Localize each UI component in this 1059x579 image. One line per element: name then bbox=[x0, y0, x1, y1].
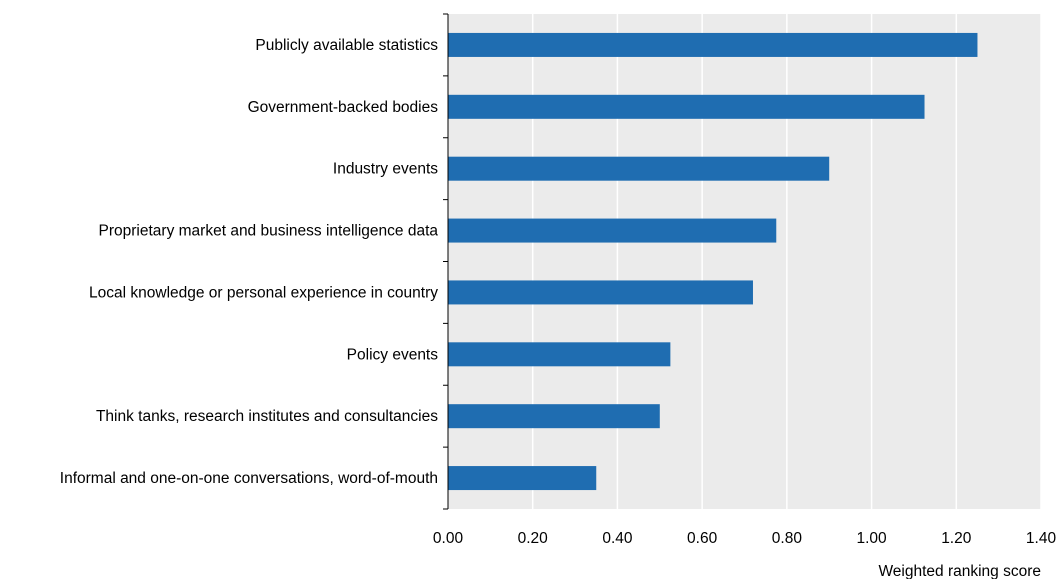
category-label: Policy events bbox=[347, 346, 439, 363]
x-tick-label: 0.40 bbox=[602, 530, 633, 547]
x-tick-label: 0.80 bbox=[772, 530, 803, 547]
x-tick-label: 0.20 bbox=[518, 530, 549, 547]
bar bbox=[448, 404, 660, 429]
y-axis bbox=[443, 13, 449, 510]
x-tick-label: 1.00 bbox=[856, 530, 887, 547]
category-label: Government-backed bodies bbox=[248, 99, 439, 116]
bar bbox=[448, 218, 777, 243]
category-label: Informal and one-on-one conversations, w… bbox=[60, 470, 438, 487]
plot-area bbox=[448, 14, 1041, 509]
x-tick-label: 0.00 bbox=[433, 530, 464, 547]
bars bbox=[448, 32, 978, 491]
x-axis-title: Weighted ranking score bbox=[878, 563, 1041, 579]
bar bbox=[448, 342, 671, 367]
category-label: Publicly available statistics bbox=[255, 37, 438, 54]
x-tick-label: 0.60 bbox=[687, 530, 718, 547]
x-tick-label: 1.20 bbox=[941, 530, 972, 547]
bar bbox=[448, 280, 753, 305]
bar bbox=[448, 466, 597, 491]
category-label: Think tanks, research institutes and con… bbox=[96, 408, 438, 425]
category-label: Industry events bbox=[333, 161, 438, 178]
category-label: Proprietary market and business intellig… bbox=[99, 223, 439, 240]
x-tick-labels: 0.00 0.20 0.40 0.60 0.80 1.00 1.20 1.40 bbox=[433, 530, 1057, 547]
bar bbox=[448, 32, 978, 57]
bar bbox=[448, 94, 925, 119]
category-labels: Publicly available statistics Government-… bbox=[60, 37, 439, 487]
category-label: Local knowledge or personal experience i… bbox=[89, 284, 438, 301]
bar bbox=[448, 156, 830, 181]
x-tick-label: 1.40 bbox=[1026, 530, 1057, 547]
